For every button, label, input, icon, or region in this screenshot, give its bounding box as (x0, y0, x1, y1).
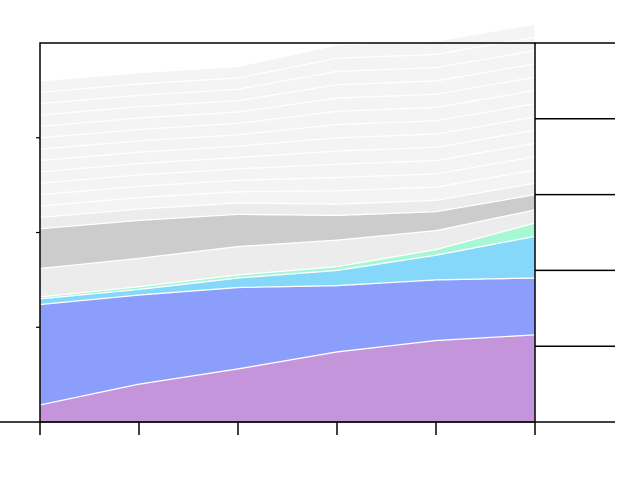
area-layers (39, 23, 536, 423)
axes (0, 42, 615, 435)
area-series-19 (39, 23, 536, 93)
